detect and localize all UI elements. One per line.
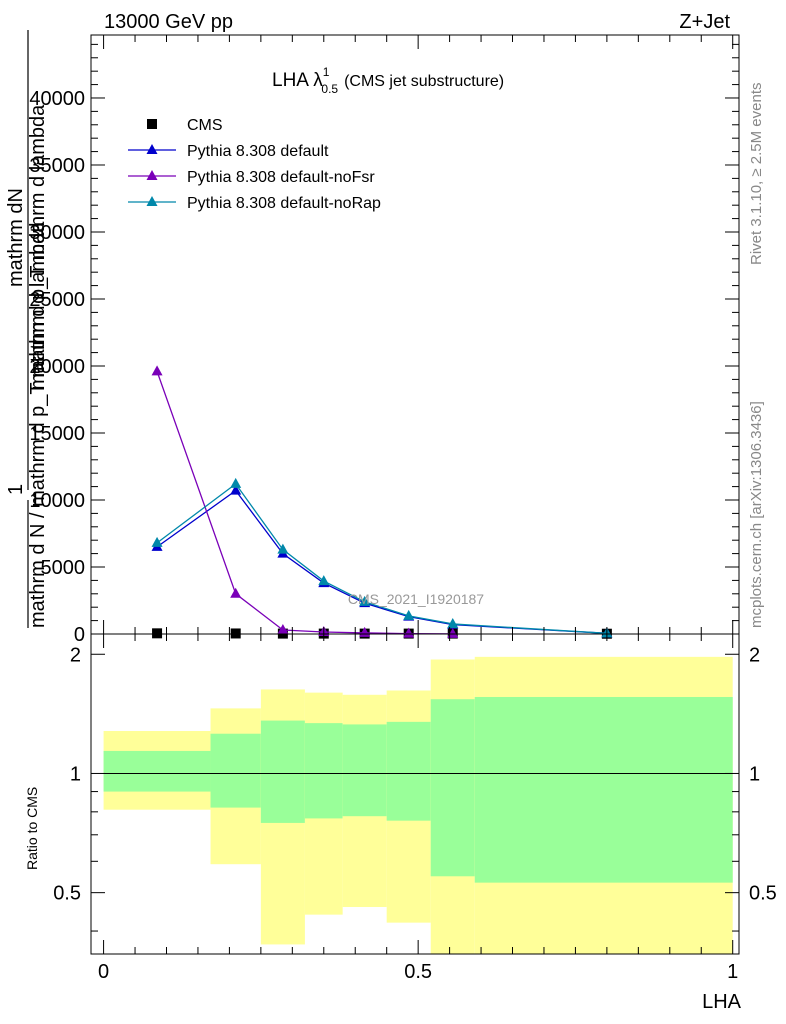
ratio-y-tick-label: 2 — [70, 644, 81, 666]
main-y-tick-label: 5000 — [41, 557, 86, 579]
ratio-x-ticks: 0 0.5 1 — [98, 634, 738, 983]
x-tick-label: 1 — [727, 961, 738, 983]
ratio-panel: 0.5 0.51 12 2 0 0.5 1 Ratio to CMS LHA — [24, 633, 777, 1013]
plot-title: LHA λ1 0.5 (CMS jet substructure) — [272, 65, 504, 96]
main-y-tick-label: 10000 — [29, 490, 85, 512]
ratio-band-inner — [260, 720, 305, 823]
plot-title-sub: 0.5 — [321, 82, 338, 96]
y-label-lower: mathrm d N / mathrm d p_T mathrm d lambd… — [27, 221, 49, 628]
series-point — [277, 543, 289, 554]
y-label-overlap: mathrm d p_T mathrm d lambda — [27, 104, 49, 390]
main-panel: 0 5000 10000 15000 20000 25000 30000 35000 40000… — [5, 30, 740, 646]
legend-label: Pythia 8.308 default-noFsr — [187, 169, 375, 186]
main-x-ticks — [103, 35, 734, 634]
series-point — [230, 484, 242, 495]
main-y-tick-label: 30000 — [29, 222, 85, 244]
plot-title-rest: (CMS jet substructure) — [344, 73, 504, 90]
series-point — [230, 477, 242, 488]
plot-title-main: LHA λ — [272, 70, 323, 91]
ratio-band-inner — [342, 724, 387, 817]
header-right: Z+Jet — [679, 11, 730, 33]
data-point — [230, 628, 241, 639]
legend-label: Pythia 8.308 default-noRap — [187, 195, 381, 212]
ratio-band-inner — [430, 699, 475, 877]
ratio-band-inner — [474, 696, 733, 883]
series-point — [318, 575, 330, 586]
ratio-y-tick-label-right: 0.5 — [749, 883, 777, 905]
data-point — [152, 628, 163, 639]
x-tick-label: 0.5 — [404, 961, 432, 983]
y-label-one: 1 — [5, 484, 27, 495]
series-point — [230, 587, 242, 598]
main-y-tick-label: 0 — [74, 624, 85, 646]
ratio-y-label: Ratio to CMS — [24, 787, 40, 870]
ratio-y-ticks: 0.5 0.5 1 1 2 2 — [53, 644, 777, 932]
legend-label: CMS — [187, 117, 223, 134]
ratio-band-inner — [103, 750, 211, 792]
series-point — [359, 595, 371, 606]
legend: CMS Pythia 8.308 default Pythia 8.308 defa… — [128, 117, 381, 212]
main-y-tick-label: 25000 — [29, 289, 85, 311]
ratio-y-tick-label: 1 — [70, 763, 81, 785]
ratio-band-inner — [304, 723, 343, 819]
main-y-tick-label: 40000 — [29, 88, 85, 110]
watermark: CMS_2021_I1920187 — [348, 591, 484, 607]
ratio-y-tick-label-right: 2 — [749, 644, 760, 666]
series-line — [156, 482, 607, 634]
series-point — [151, 536, 163, 547]
y-label-numerator: mathrm dN — [5, 188, 27, 287]
legend-label: Pythia 8.308 default — [187, 143, 329, 160]
series-point — [151, 365, 163, 376]
series-point — [403, 627, 415, 638]
main-y-ticks: 0 5000 10000 15000 20000 25000 30000 35000 40000 — [29, 43, 739, 646]
rivet-label: Rivet 3.1.10, ≥ 2.5M events — [748, 83, 765, 266]
main-y-label: mathrm dN mathrm d p_T mathrm d lambda 1… — [5, 30, 49, 628]
mcplots-label: mcplots.cern.ch [arXiv:1306.3436] — [748, 401, 765, 628]
main-y-tick-label: 20000 — [29, 356, 85, 378]
plot-title-sup: 1 — [323, 65, 330, 79]
x-tick-label: 0 — [98, 961, 109, 983]
ratio-bands — [103, 656, 733, 954]
legend-marker — [146, 170, 158, 180]
series-point — [403, 609, 415, 620]
ratio-band-inner — [386, 721, 431, 821]
series-line — [156, 489, 607, 634]
main-y-tick-label: 35000 — [29, 155, 85, 177]
ratio-frame — [90, 633, 740, 955]
legend-marker — [146, 144, 158, 154]
legend-marker — [146, 196, 158, 206]
legend-marker — [147, 119, 157, 129]
x-axis-label: LHA — [702, 991, 742, 1013]
main-y-tick-label: 15000 — [29, 423, 85, 445]
ratio-band-inner — [210, 733, 261, 808]
series-point — [277, 623, 289, 634]
series-point — [447, 617, 459, 628]
ratio-y-tick-label-right: 1 — [749, 763, 760, 785]
ratio-y-tick-label: 0.5 — [53, 883, 81, 905]
header-left: 13000 GeV pp — [104, 11, 233, 33]
